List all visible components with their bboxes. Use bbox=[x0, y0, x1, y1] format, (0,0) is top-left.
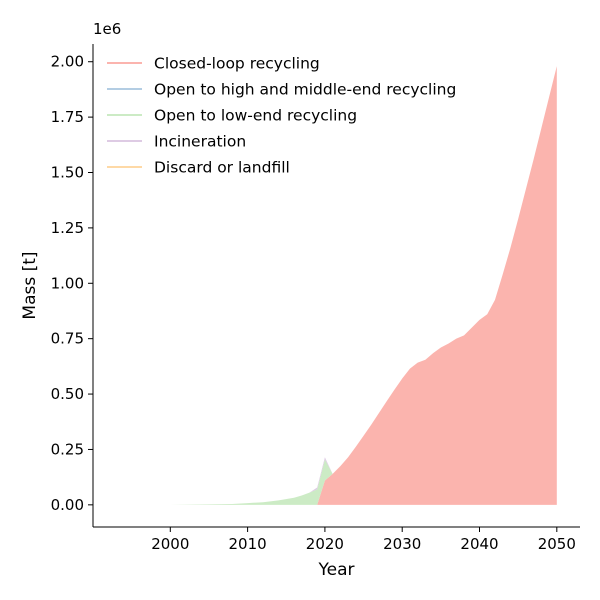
legend-label: Discard or landfill bbox=[154, 159, 290, 177]
y-tick-label: 0.25 bbox=[51, 440, 84, 458]
plot-areas bbox=[123, 66, 557, 505]
y-ticks: 0.00 0.25 0.50 0.75 1.00 1.25 1.50 1.75 2.00 bbox=[51, 53, 93, 514]
x-axis-label: Year bbox=[318, 560, 355, 580]
y-tick-label: 0.50 bbox=[51, 385, 84, 403]
x-ticks: 2000 2010 2020 2030 2040 2050 bbox=[151, 527, 576, 553]
y-tick-label: 0.00 bbox=[51, 496, 84, 514]
y-tick-label: 0.75 bbox=[51, 330, 84, 348]
x-tick-label: 2000 bbox=[151, 535, 189, 553]
x-tick-label: 2030 bbox=[383, 535, 421, 553]
legend-label: Incineration bbox=[154, 133, 246, 151]
legend-label: Closed-loop recycling bbox=[154, 55, 320, 73]
x-tick-label: 2010 bbox=[229, 535, 267, 553]
area-series-1 bbox=[123, 66, 557, 505]
legend: Closed-loop recycling Open to high and mi… bbox=[107, 55, 456, 177]
y-axis-label: Mass [t] bbox=[20, 251, 40, 319]
x-tick-label: 2040 bbox=[460, 535, 498, 553]
axes: 2000 2010 2020 2030 2040 2050 0.00 0.25 0.50 0.7… bbox=[51, 44, 580, 553]
x-tick-label: 2020 bbox=[306, 535, 344, 553]
y-offset-label: 1e6 bbox=[93, 20, 121, 38]
x-tick-label: 2050 bbox=[538, 535, 576, 553]
y-tick-label: 1.50 bbox=[51, 164, 84, 182]
y-tick-label: 1.25 bbox=[51, 219, 84, 237]
legend-label: Open to high and middle-end recycling bbox=[154, 81, 456, 99]
y-tick-label: 2.00 bbox=[51, 53, 84, 71]
y-tick-label: 1.00 bbox=[51, 274, 84, 292]
y-tick-label: 1.75 bbox=[51, 108, 84, 126]
legend-label: Open to low-end recycling bbox=[154, 107, 357, 125]
